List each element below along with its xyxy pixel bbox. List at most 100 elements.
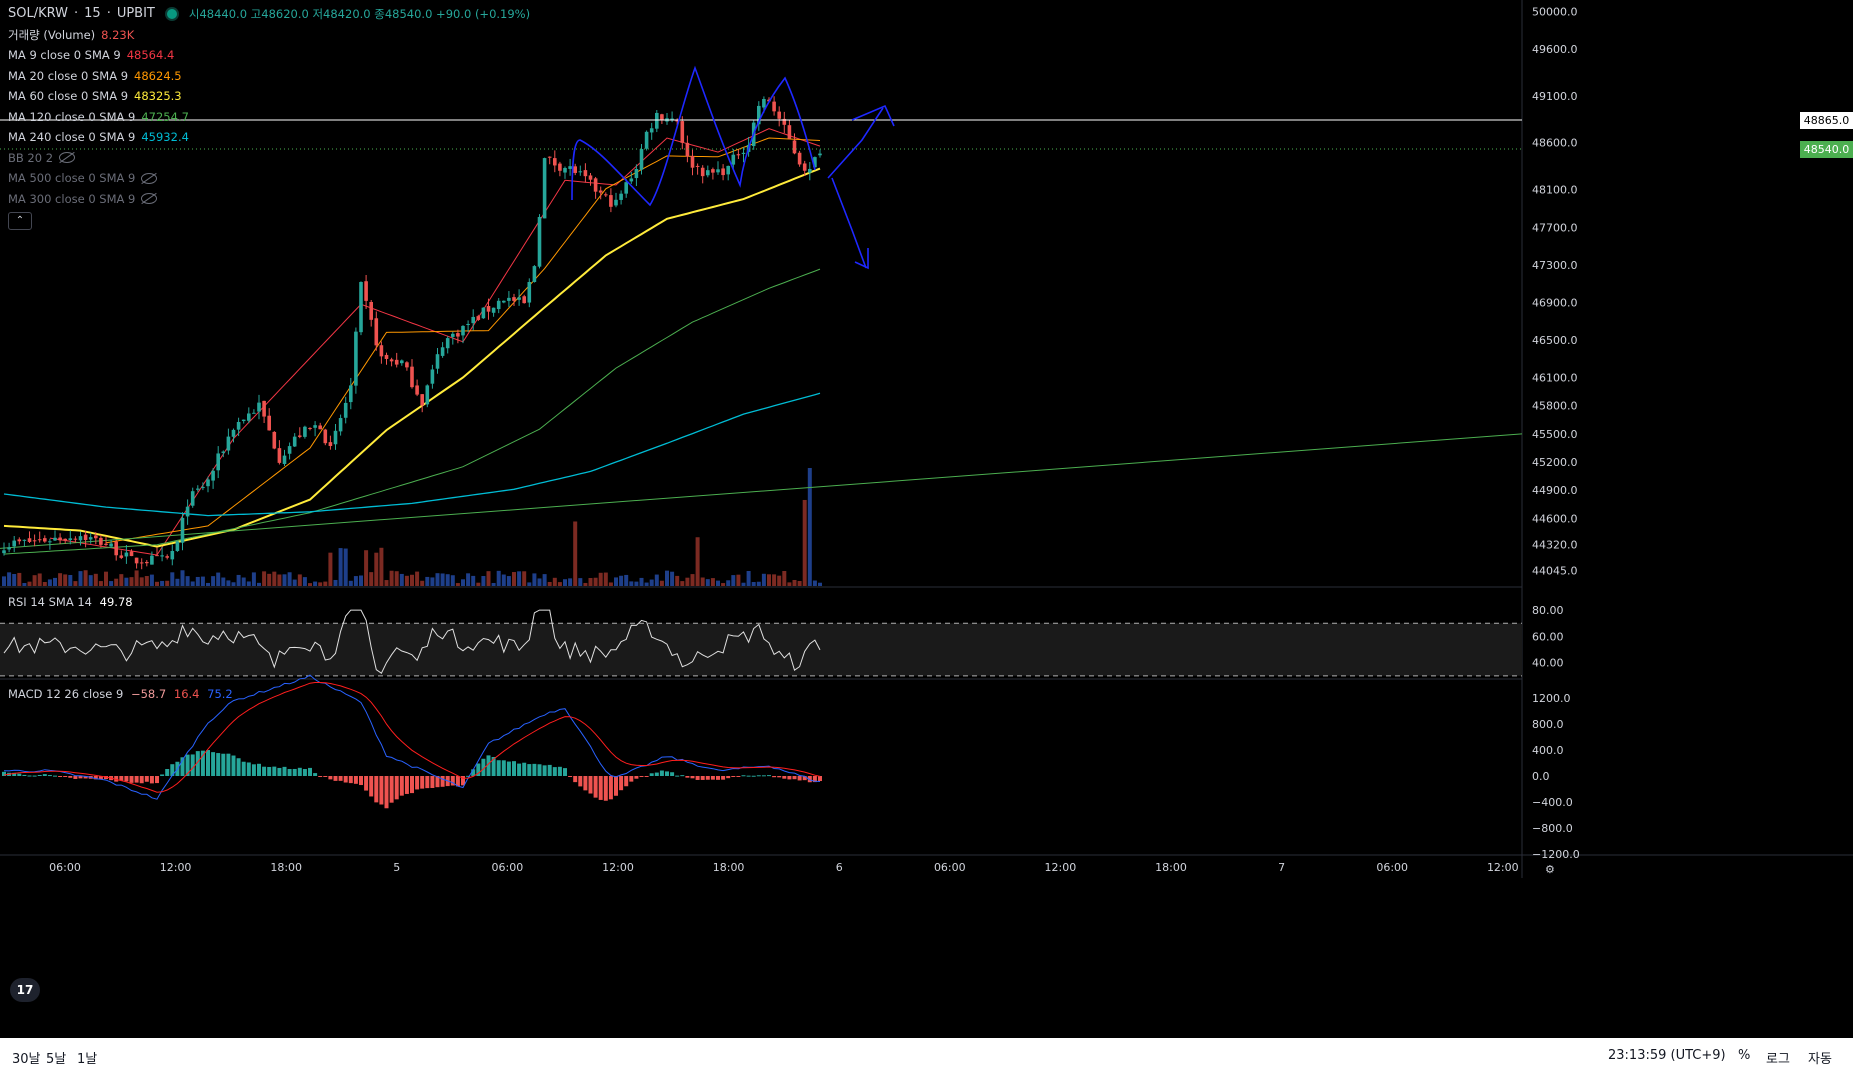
price-axis[interactable]: 50000.0 49600.0 49100.0 48600.0 48100.0 47700… bbox=[1532, 5, 1580, 876]
macd-histogram-bar bbox=[593, 776, 598, 798]
volume-bar bbox=[384, 580, 389, 586]
volume-bar bbox=[7, 572, 12, 586]
price-tick-label: 44320.0 bbox=[1532, 539, 1578, 552]
macd-histogram-bar bbox=[425, 776, 430, 789]
macd-histogram-bar bbox=[461, 776, 465, 786]
indicator-row[interactable]: MA 120 close 0 SMA 9 47254.7 bbox=[8, 107, 530, 128]
tradingview-logo[interactable]: 17 bbox=[10, 978, 40, 1002]
macd-histogram-bar bbox=[578, 776, 583, 787]
volume-bar bbox=[144, 576, 149, 586]
macd-histogram-bar bbox=[471, 769, 476, 776]
volume-bar bbox=[37, 573, 42, 586]
candle-body bbox=[655, 112, 659, 129]
time-axis[interactable]: 06:00 12:00 18:00 5 06:00 12:00 18:00 6 06:00 12:… bbox=[49, 861, 1519, 874]
candle-body bbox=[675, 119, 679, 122]
candle-body bbox=[384, 354, 389, 359]
collapse-legend-button[interactable]: ⌃ bbox=[8, 212, 32, 230]
macd-histogram-bar bbox=[348, 776, 353, 784]
symbol-name[interactable]: SOL/KRW bbox=[8, 6, 68, 22]
indicator-row[interactable]: MA 20 close 0 SMA 9 48624.5 bbox=[8, 66, 530, 87]
indicator-row[interactable]: MA 300 close 0 SMA 9 bbox=[8, 189, 530, 210]
indicator-row[interactable]: MA 240 close 0 SMA 9 45932.4 bbox=[8, 127, 530, 148]
macd-histogram-bar bbox=[695, 776, 700, 780]
candle-body bbox=[124, 552, 129, 557]
macd-histogram-bar bbox=[542, 765, 547, 776]
macd-histogram-bar bbox=[17, 773, 22, 776]
macd-histogram-bar bbox=[200, 750, 205, 776]
candle-body bbox=[456, 333, 460, 337]
clock[interactable]: 23:13:59 (UTC+9) bbox=[1608, 1048, 1726, 1063]
volume-bar bbox=[124, 577, 129, 586]
macd-histogram-bar bbox=[149, 776, 154, 784]
volume-bar bbox=[12, 573, 17, 586]
rsi-legend[interactable]: RSI 14 SMA 14 49.78 bbox=[8, 595, 133, 609]
candle-body bbox=[491, 307, 496, 313]
time-tick-label: 12:00 bbox=[1045, 861, 1077, 874]
volume-bar bbox=[563, 579, 567, 586]
macd-histogram-bar bbox=[792, 776, 797, 780]
indicator-row[interactable]: BB 20 2 bbox=[8, 148, 530, 169]
hidden-eye-icon[interactable] bbox=[59, 152, 76, 164]
macd-histogram-bar bbox=[364, 776, 369, 791]
volume-bar bbox=[751, 582, 756, 586]
macd-histogram-bar bbox=[782, 776, 787, 779]
log-toggle[interactable]: 로그 bbox=[1766, 1052, 1790, 1067]
macd-tick-label: −800.0 bbox=[1532, 822, 1573, 835]
volume-bar bbox=[374, 552, 379, 586]
macd-legend[interactable]: MACD 12 26 close 9 −58.7 16.4 75.2 bbox=[8, 687, 233, 701]
volume-bar bbox=[512, 572, 516, 586]
hidden-eye-icon[interactable] bbox=[141, 172, 158, 184]
volume-bar bbox=[710, 578, 715, 586]
bottom-toolbar: 30날 5날 1날 23:13:59 (UTC+9) % 로그 자동 bbox=[0, 1038, 1853, 1073]
macd-histogram-bar bbox=[532, 763, 537, 776]
hidden-eye-icon[interactable] bbox=[141, 193, 158, 205]
volume-bar bbox=[568, 578, 573, 586]
candle-body bbox=[43, 538, 47, 542]
range-1d-button[interactable]: 1날 bbox=[77, 1052, 98, 1067]
range-30d-button[interactable]: 30날 bbox=[12, 1052, 41, 1067]
macd-histogram-bar bbox=[415, 776, 420, 790]
volume-bar bbox=[139, 577, 144, 586]
volume-bar bbox=[542, 574, 547, 586]
drawing-annotations[interactable] bbox=[571, 65, 895, 270]
macd-histogram-bar bbox=[180, 757, 185, 776]
indicator-row[interactable]: MA 60 close 0 SMA 9 48325.3 bbox=[8, 86, 530, 107]
volume-bar bbox=[639, 577, 644, 586]
indicator-row[interactable]: MA 9 close 0 SMA 9 48564.4 bbox=[8, 45, 530, 66]
volume-bar bbox=[104, 571, 108, 586]
volume-bar bbox=[170, 572, 175, 586]
macd-histogram-bar bbox=[32, 775, 37, 777]
symbol-row[interactable]: SOL/KRW · 15 · UPBIT 시48440.0 고48620.0 저… bbox=[8, 4, 530, 25]
horizontal-line[interactable] bbox=[0, 119, 1522, 150]
auto-toggle[interactable]: 자동 bbox=[1808, 1052, 1832, 1067]
macd-histogram-bar bbox=[481, 758, 486, 776]
percent-toggle[interactable]: % bbox=[1738, 1048, 1751, 1063]
macd-histogram-bar bbox=[27, 775, 32, 777]
market-status-icon[interactable] bbox=[166, 9, 177, 20]
indicator-row[interactable]: 거래량 (Volume) 8.23K bbox=[8, 25, 530, 46]
range-5d-button[interactable]: 5날 bbox=[46, 1052, 67, 1067]
macd-hist-value: 16.4 bbox=[173, 687, 200, 701]
candle-body bbox=[415, 385, 419, 395]
indicator-row[interactable]: MA 500 close 0 SMA 9 bbox=[8, 168, 530, 189]
volume-bar bbox=[665, 570, 669, 586]
volume-bar bbox=[695, 537, 700, 586]
price-tick-label: 47700.0 bbox=[1532, 221, 1578, 234]
candle-body bbox=[558, 163, 562, 171]
ma-line bbox=[3, 392, 821, 517]
macd-histogram-bar bbox=[583, 776, 588, 791]
macd-histogram-bar bbox=[705, 776, 710, 780]
candle-body bbox=[231, 429, 236, 437]
macd-histogram-bar bbox=[231, 755, 236, 776]
macd-histogram-bar bbox=[58, 776, 63, 777]
candle-body bbox=[114, 541, 118, 556]
volume-bar bbox=[236, 574, 241, 586]
volume-bar bbox=[257, 582, 261, 586]
candle-body bbox=[318, 425, 322, 430]
interval[interactable]: 15 bbox=[84, 6, 101, 22]
macd-histogram-bar bbox=[257, 763, 261, 776]
volume-bar bbox=[129, 577, 134, 586]
macd-histogram-bar bbox=[241, 761, 246, 776]
volume-bar bbox=[379, 547, 384, 586]
